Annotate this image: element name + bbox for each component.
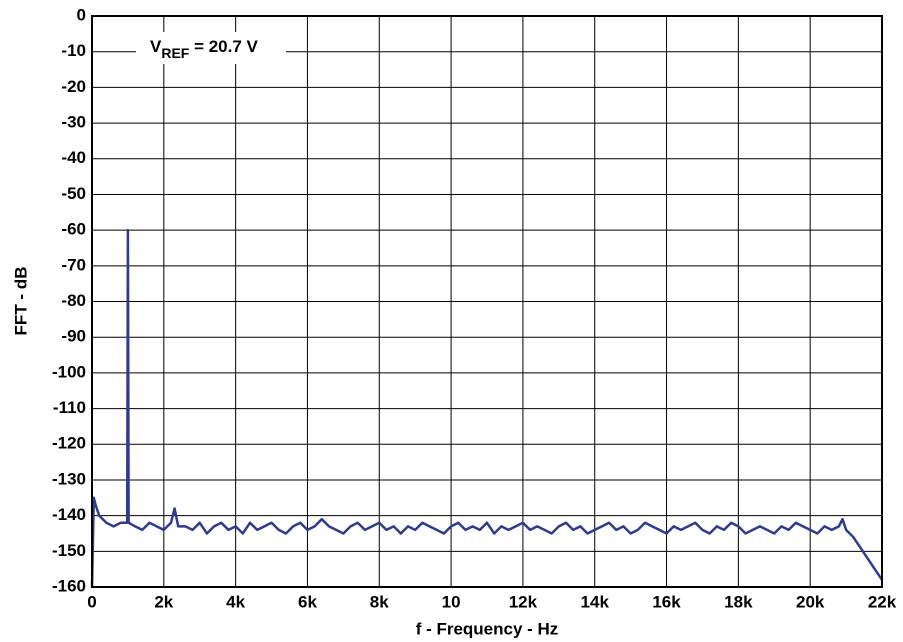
- annotation-part: V: [150, 37, 162, 56]
- y-tick-label: -20: [61, 77, 86, 96]
- y-tick-label: -130: [52, 469, 86, 488]
- y-tick-label: -140: [52, 505, 86, 524]
- x-tick-label: 16k: [652, 592, 681, 611]
- annotation: VREF = 20.7 V: [150, 37, 259, 60]
- y-tick-label: -150: [52, 541, 86, 560]
- y-tick-label: -100: [52, 362, 86, 381]
- x-tick-label: 12k: [509, 592, 538, 611]
- x-tick-label: 10: [442, 592, 461, 611]
- y-tick-label: -80: [61, 291, 86, 310]
- y-tick-label: -90: [61, 327, 86, 346]
- annotation-part: REF: [161, 45, 189, 61]
- y-tick-label: -60: [61, 220, 86, 239]
- y-tick-label: -50: [61, 184, 86, 203]
- y-tick-label: -110: [53, 398, 86, 417]
- y-tick-label: -120: [52, 434, 86, 453]
- y-tick-label: -160: [52, 576, 86, 595]
- x-tick-label: 14k: [581, 592, 610, 611]
- y-tick-label: -10: [61, 41, 86, 60]
- x-axis-label: f - Frequency - Hz: [416, 619, 559, 638]
- x-tick-label: 6k: [298, 592, 317, 611]
- y-tick-label: -70: [61, 255, 86, 274]
- annotation-part: = 20.7 V: [189, 37, 258, 56]
- x-tick-label: 2k: [154, 592, 173, 611]
- x-tick-label: 8k: [370, 592, 389, 611]
- y-tick-label: -30: [61, 113, 86, 132]
- x-tick-label: 0: [87, 592, 96, 611]
- x-tick-label: 22k: [868, 592, 897, 611]
- x-tick-label: 20k: [796, 592, 825, 611]
- y-axis-label: FFT - dB: [11, 267, 30, 336]
- x-tick-label: 4k: [226, 592, 245, 611]
- annotation-box: [136, 32, 286, 64]
- y-tick-label: -40: [61, 148, 86, 167]
- plot-frame: [91, 15, 883, 588]
- data-line: [90, 228, 884, 588]
- x-tick-label: 18k: [724, 592, 753, 611]
- y-tick-label: 0: [77, 5, 86, 24]
